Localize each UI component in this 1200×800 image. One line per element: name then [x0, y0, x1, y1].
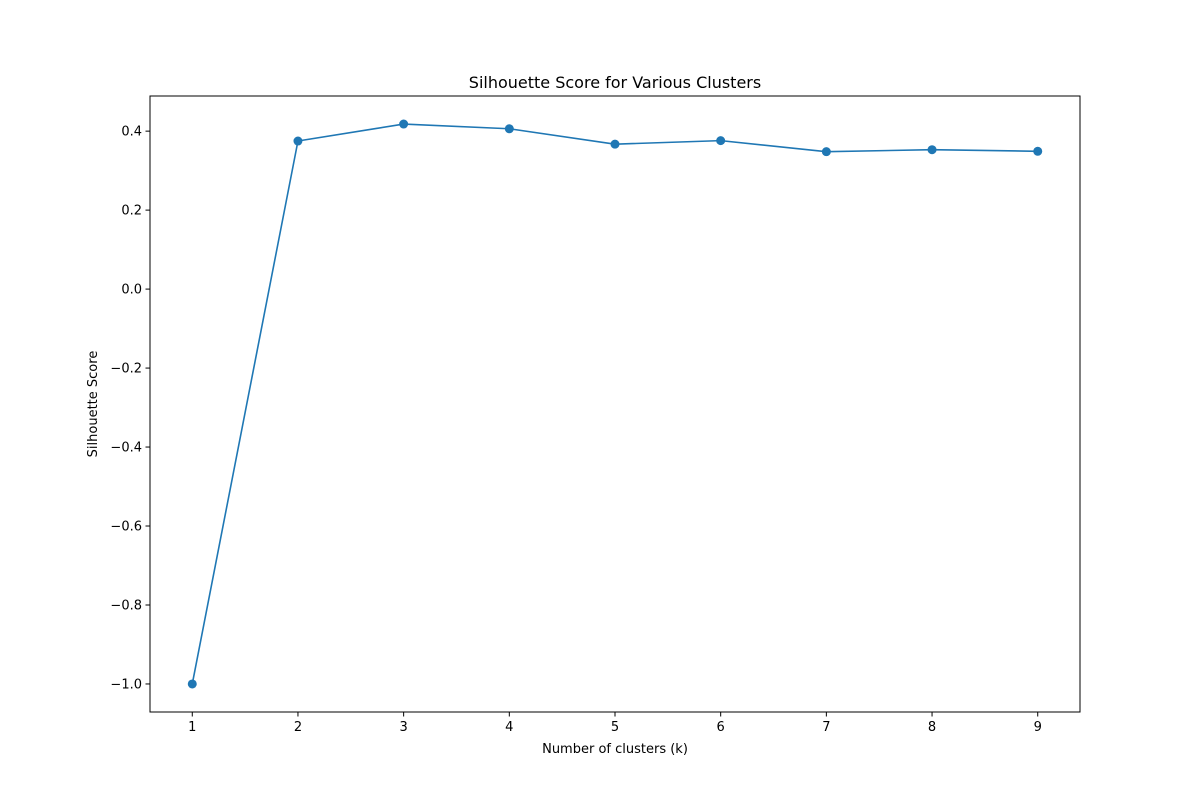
- y-tick-label: 0.2: [121, 204, 142, 219]
- y-tick-label: −0.8: [110, 598, 142, 613]
- x-tick-label: 1: [188, 720, 196, 735]
- x-tick-label: 9: [1034, 720, 1042, 735]
- x-axis-ticks: 1 2 3 4 5 6 7 8 9: [188, 712, 1042, 735]
- chart-title: Silhouette Score for Various Clusters: [469, 73, 761, 92]
- y-tick-label: 0.4: [121, 125, 142, 140]
- x-tick-label: 6: [717, 720, 725, 735]
- data-point: [716, 136, 726, 146]
- data-point: [504, 124, 514, 134]
- data-point: [187, 679, 197, 689]
- y-tick-label: −0.4: [110, 441, 142, 456]
- series-layer: [187, 119, 1043, 689]
- y-axis-ticks: −1.0 −0.8 −0.6 −0.4 −0.2 0.0 0.2 0.4: [110, 125, 150, 692]
- x-tick-label: 2: [294, 720, 302, 735]
- x-tick-label: 8: [928, 720, 936, 735]
- data-point: [399, 119, 409, 129]
- x-tick-label: 7: [822, 720, 830, 735]
- y-axis-label: Silhouette Score: [86, 351, 101, 458]
- x-tick-label: 4: [505, 720, 513, 735]
- y-tick-label: −0.2: [110, 362, 142, 377]
- y-tick-label: 0.0: [121, 283, 142, 298]
- y-tick-label: −0.6: [110, 520, 142, 535]
- x-tick-label: 5: [611, 720, 619, 735]
- plot-area: [149, 95, 1081, 713]
- data-point: [610, 139, 620, 149]
- x-tick-label: 3: [399, 720, 407, 735]
- y-tick-label: −1.0: [110, 677, 142, 692]
- data-point: [293, 136, 303, 146]
- x-axis-label: Number of clusters (k): [542, 742, 688, 757]
- data-point: [821, 147, 831, 157]
- plot-frame: [149, 95, 1081, 713]
- data-point: [1033, 146, 1043, 156]
- data-point: [927, 145, 937, 155]
